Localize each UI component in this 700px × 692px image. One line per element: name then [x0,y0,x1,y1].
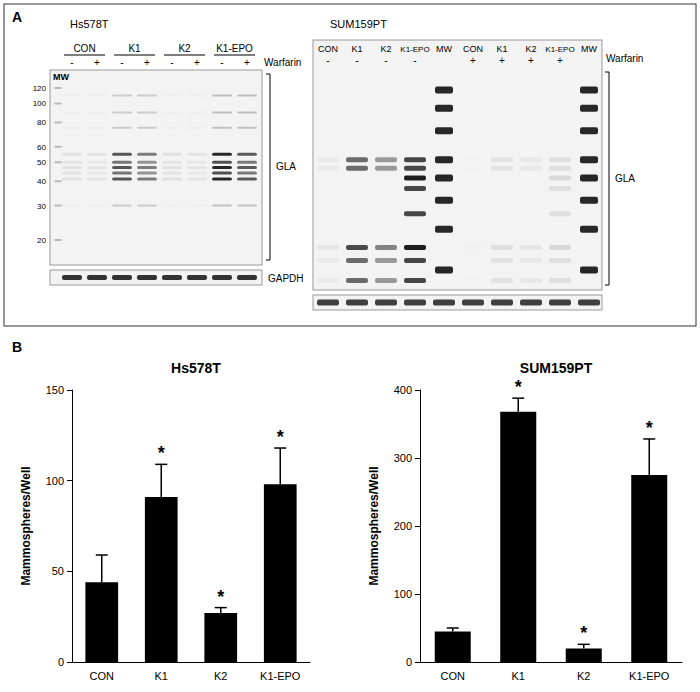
svg-text:-: - [170,57,173,68]
svg-text:Mammospheres/Well: Mammospheres/Well [367,466,381,585]
svg-text:0: 0 [406,656,412,668]
svg-text:*: * [580,623,587,643]
svg-text:50: 50 [52,565,64,577]
svg-text:+: + [94,57,100,68]
svg-text:30: 30 [37,202,46,211]
svg-text:60: 60 [37,143,46,152]
svg-text:K2: K2 [380,44,391,54]
svg-text:80: 80 [37,118,46,127]
svg-text:*: * [646,418,653,438]
svg-text:+: + [499,55,505,66]
svg-text:A: A [12,9,22,25]
svg-text:-: - [120,57,123,68]
svg-text:K1: K1 [155,670,168,682]
svg-text:GLA: GLA [276,161,296,172]
svg-text:K1-EPO: K1-EPO [260,670,301,682]
svg-text:K2: K2 [214,670,227,682]
svg-text:SUM159PT: SUM159PT [520,360,593,376]
svg-text:CON: CON [463,44,483,54]
svg-text:K1: K1 [512,670,525,682]
svg-text:K1-EPO: K1-EPO [629,670,670,682]
svg-text:Warfarin: Warfarin [264,57,301,68]
svg-text:100: 100 [394,588,412,600]
svg-text:SUM159PT: SUM159PT [330,18,387,30]
svg-text:-: - [70,57,73,68]
svg-text:Hs578T: Hs578T [70,18,109,30]
svg-text:50: 50 [37,158,46,167]
svg-text:100: 100 [46,475,64,487]
svg-text:*: * [217,587,224,607]
svg-text:MW: MW [436,44,452,54]
svg-text:200: 200 [394,520,412,532]
svg-text:+: + [528,55,534,66]
svg-text:*: * [515,377,522,397]
svg-text:0: 0 [58,656,64,668]
svg-text:K1: K1 [351,44,362,54]
svg-text:CON: CON [318,44,338,54]
svg-text:K1-EPO: K1-EPO [400,45,429,54]
svg-text:150: 150 [46,384,64,396]
svg-text:Hs578T: Hs578T [171,360,221,376]
svg-text:GAPDH: GAPDH [268,273,304,284]
svg-text:K1-EPO: K1-EPO [545,45,574,54]
svg-text:-: - [220,57,223,68]
svg-text:B: B [12,339,22,355]
svg-text:+: + [144,57,150,68]
svg-text:Mammospheres/Well: Mammospheres/Well [19,466,33,585]
svg-text:K2: K2 [525,44,536,54]
svg-text:K2: K2 [178,43,191,54]
svg-text:K1-EPO: K1-EPO [216,43,253,54]
svg-text:100: 100 [33,99,47,108]
svg-text:-: - [384,55,387,66]
svg-text:120: 120 [33,84,47,93]
svg-text:+: + [557,55,563,66]
svg-text:*: * [158,443,165,463]
svg-text:300: 300 [394,452,412,464]
svg-text:-: - [326,55,329,66]
svg-text:K1: K1 [496,44,507,54]
svg-text:+: + [194,57,200,68]
svg-text:-: - [413,55,416,66]
svg-text:GLA: GLA [615,173,635,184]
svg-text:CON: CON [441,670,466,682]
svg-text:20: 20 [37,236,46,245]
svg-text:40: 40 [37,177,46,186]
svg-text:K1: K1 [128,43,141,54]
svg-text:CON: CON [73,43,95,54]
svg-text:K2: K2 [577,670,590,682]
svg-text:+: + [244,57,250,68]
svg-text:CON: CON [90,670,115,682]
svg-text:Warfarin: Warfarin [606,53,643,64]
svg-text:*: * [277,427,284,447]
svg-text:MW: MW [53,72,69,82]
svg-text:MW: MW [581,44,597,54]
svg-text:-: - [355,55,358,66]
svg-text:+: + [470,55,476,66]
svg-text:400: 400 [394,384,412,396]
